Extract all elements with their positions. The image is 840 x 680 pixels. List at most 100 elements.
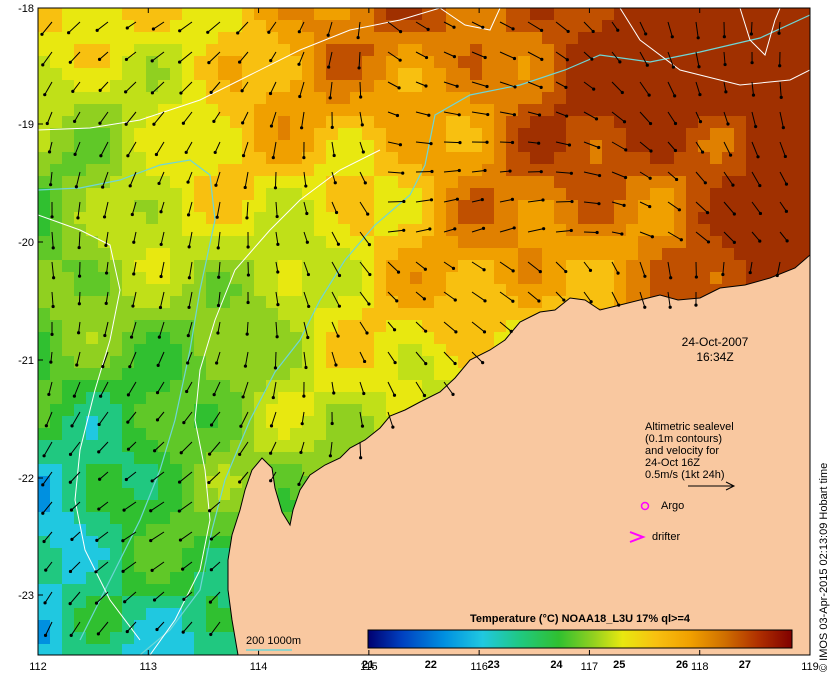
sst-cell <box>242 116 255 129</box>
sst-cell <box>554 188 567 201</box>
sst-cell <box>218 236 231 249</box>
sst-cell <box>110 632 123 645</box>
sst-cell <box>566 212 579 225</box>
sst-cell <box>254 92 267 105</box>
sst-cell <box>86 404 99 417</box>
sst-cell <box>446 212 459 225</box>
sst-cell <box>638 68 651 81</box>
velocity-arrow-head <box>182 420 186 425</box>
sst-cell <box>290 272 303 285</box>
velocity-arrow <box>239 441 249 455</box>
sst-cell <box>290 200 303 213</box>
velocity-arrow-head <box>363 181 367 185</box>
sst-cell <box>254 332 267 345</box>
sst-cell <box>86 308 99 321</box>
sst-cell <box>686 56 699 69</box>
sst-cell <box>458 8 471 21</box>
sst-cell <box>518 236 531 249</box>
sst-cell <box>626 236 639 249</box>
velocity-arrow <box>611 81 623 93</box>
sst-cell <box>614 128 627 141</box>
velocity-arrow <box>239 471 249 483</box>
sst-cell <box>578 200 591 213</box>
sst-cell <box>134 200 147 213</box>
sst-cell <box>470 260 483 273</box>
sst-cell <box>170 500 183 513</box>
sst-cell <box>350 296 363 309</box>
sst-cell <box>86 464 99 477</box>
velocity-arrow <box>471 351 483 363</box>
velocity-arrow <box>387 411 394 428</box>
sst-cell <box>602 176 615 189</box>
sst-cell <box>698 68 711 81</box>
velocity-arrow <box>123 501 137 511</box>
sst-cell <box>266 404 279 417</box>
sst-cell <box>122 380 135 393</box>
sst-cell <box>734 200 747 213</box>
sst-cell <box>314 8 327 21</box>
sst-cell <box>770 200 783 213</box>
sst-cell <box>470 128 483 141</box>
sst-cell <box>38 452 51 465</box>
sst-cell <box>74 464 87 477</box>
sst-cell <box>686 176 699 189</box>
sst-cell <box>134 188 147 201</box>
sst-cell <box>518 56 531 69</box>
sst-cell <box>302 56 315 69</box>
sst-cell <box>146 176 159 189</box>
sst-cell <box>290 104 303 117</box>
sst-cell <box>686 8 699 21</box>
sst-cell <box>782 140 795 153</box>
velocity-arrow-head <box>698 92 702 97</box>
sst-cell <box>38 524 51 537</box>
sst-cell <box>674 104 687 117</box>
sst-cell <box>170 80 183 93</box>
sst-cell <box>350 80 363 93</box>
velocity-arrow-head <box>268 91 273 96</box>
sst-cell <box>506 212 519 225</box>
velocity-arrow <box>359 111 363 125</box>
sst-cell <box>74 32 87 45</box>
sst-cell <box>326 8 339 21</box>
sst-cell <box>578 68 591 81</box>
velocity-arrow <box>749 261 753 273</box>
sst-cell <box>98 500 111 513</box>
velocity-arrow-head <box>184 150 188 154</box>
sst-cell <box>62 44 75 57</box>
sst-cell <box>158 140 171 153</box>
velocity-arrow-head <box>779 95 783 99</box>
sst-cell <box>50 500 63 513</box>
velocity-arrow <box>750 21 753 34</box>
sst-cell <box>230 320 243 333</box>
velocity-arrow-head <box>758 211 763 216</box>
velocity-arrow-head <box>424 55 429 60</box>
sst-cell <box>158 284 171 297</box>
sst-cell <box>98 452 111 465</box>
sst-cell <box>74 44 87 57</box>
sst-cell <box>806 212 810 225</box>
sst-cell <box>50 272 63 285</box>
sst-cell <box>170 644 183 655</box>
sst-cell <box>446 356 459 369</box>
sst-cell <box>122 368 135 381</box>
sst-cell <box>302 248 315 261</box>
sst-cell <box>254 392 267 405</box>
velocity-arrow <box>555 21 569 32</box>
sst-cell <box>290 140 303 153</box>
sst-cell <box>374 32 387 45</box>
velocity-arrow <box>527 199 544 203</box>
sst-cell <box>638 284 651 297</box>
velocity-arrow <box>69 591 81 604</box>
sst-cell <box>50 8 63 21</box>
sst-cell <box>494 212 507 225</box>
sst-cell <box>338 188 351 201</box>
sst-cell <box>134 284 147 297</box>
sst-cell <box>122 440 135 453</box>
sst-cell <box>134 392 147 405</box>
velocity-arrow-head <box>150 568 154 572</box>
sst-cell <box>170 356 183 369</box>
sst-cell <box>98 92 111 105</box>
sst-cell <box>554 248 567 261</box>
sst-cell <box>758 164 771 177</box>
sst-cell <box>110 164 123 177</box>
